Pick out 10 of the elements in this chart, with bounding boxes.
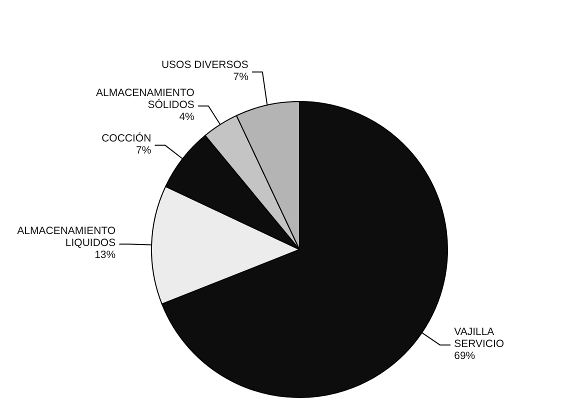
data-label: 13%: [94, 249, 116, 262]
slice-label: VAJILLA SERVICIO: [454, 326, 504, 350]
data-label: 4%: [179, 110, 194, 123]
data-label: 7%: [136, 144, 152, 156]
slice-label: USOS DIVERSOS: [161, 58, 248, 71]
data-label: 69%: [454, 350, 476, 362]
slice-label: ALMACENAMIENTO LIQUIDOS: [17, 225, 116, 250]
data-label: 7%: [233, 70, 248, 83]
slice-label: COCCIÓN: [102, 131, 152, 144]
slice-label: ALMACENAMIENTO SÓLIDOS: [96, 86, 194, 111]
